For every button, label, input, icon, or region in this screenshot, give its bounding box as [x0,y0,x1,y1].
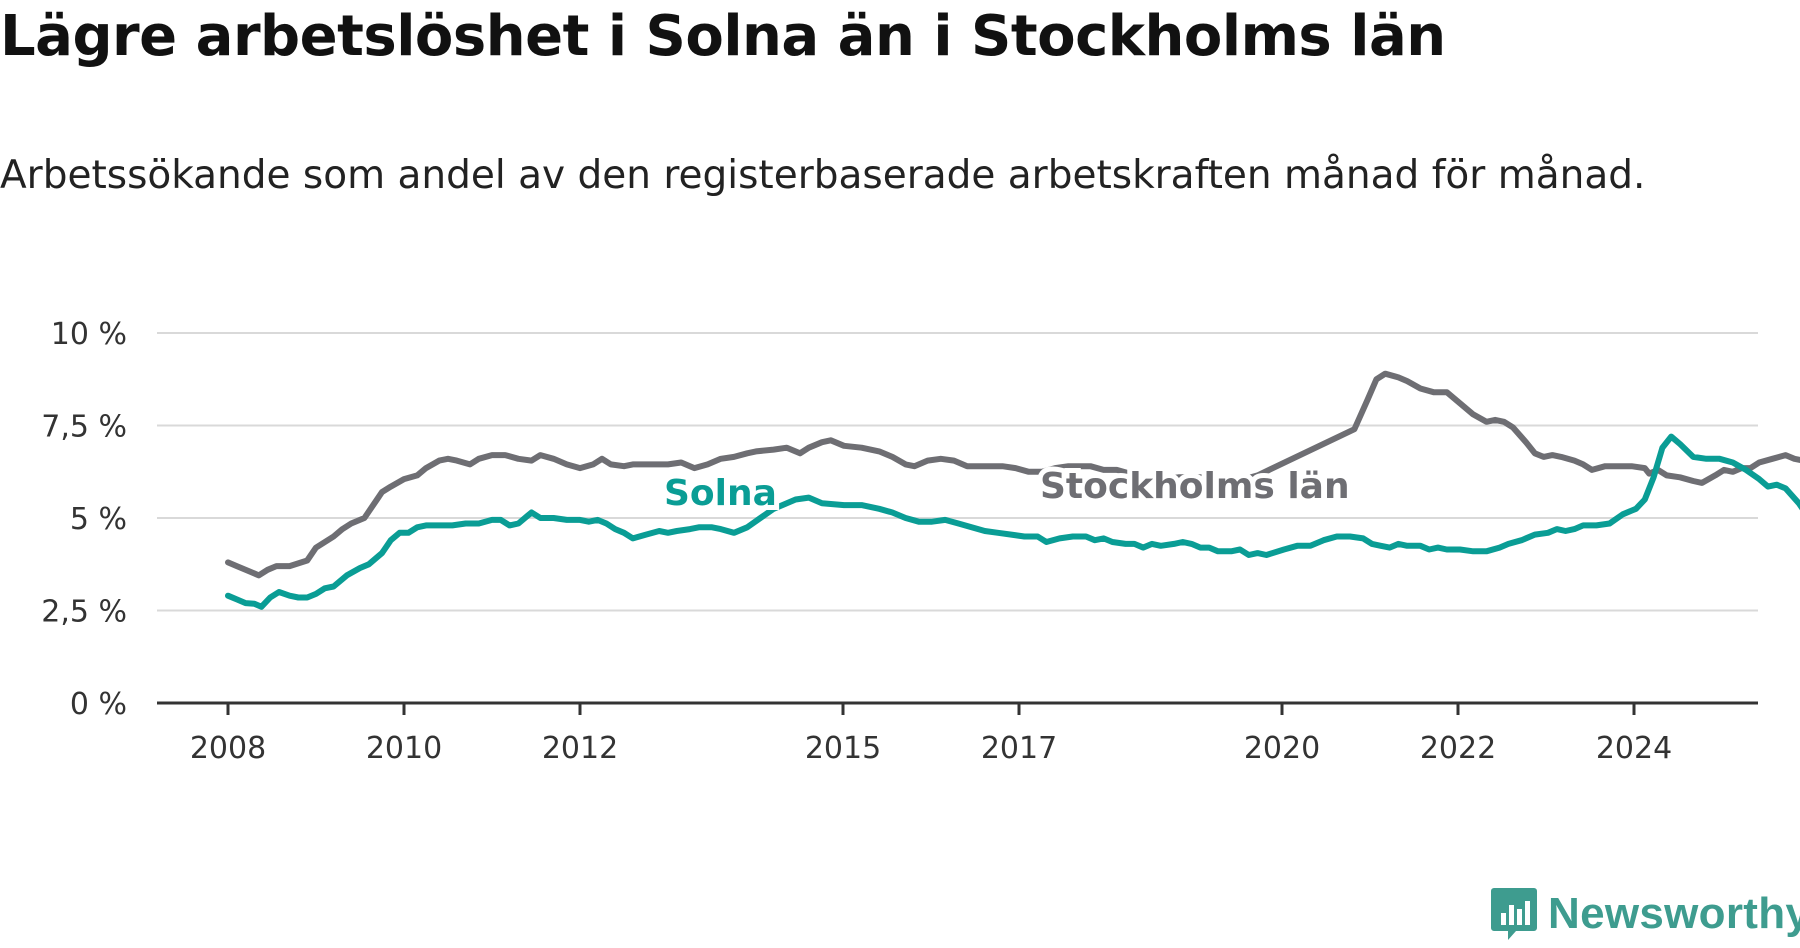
y-tick-label: 10 % [51,317,127,352]
y-axis-ticks: 0 % 2,5 % 5 % 7,5 % 10 % [41,317,127,722]
x-tick-label: 2022 [1420,731,1496,766]
chart-subtitle: Arbetssökande som andel av den registerb… [0,153,1646,198]
x-tick-label: 2015 [805,731,881,766]
chart-title: Lägre arbetslöshet i Solna än i Stockhol… [0,4,1446,69]
y-tick-label: 0 % [70,687,127,722]
x-tick-label: 2017 [981,731,1057,766]
solna-series-label: Solna [664,473,777,514]
x-tick-label: 2008 [190,731,266,766]
x-axis: 2008 2010 2012 2015 2017 2020 2022 2024 [157,701,1758,766]
bar-chart-badge-icon [1491,888,1537,940]
newsworthy-logo: Newsworthy [1490,886,1800,942]
solna-line [225,433,1800,610]
x-tick-label: 2010 [366,731,442,766]
x-tick-label: 2024 [1596,731,1672,766]
series-lines [225,370,1800,610]
y-tick-label: 7,5 % [41,410,127,445]
brand-name: Newsworthy [1548,889,1800,938]
x-tick-label: 2020 [1244,731,1320,766]
x-tick-label: 2012 [542,731,618,766]
gridlines [157,332,1758,612]
y-tick-label: 5 % [70,502,127,537]
stockholm-line [225,370,1800,579]
y-tick-label: 2,5 % [41,595,127,630]
stockholm-series-label: Stockholms län [1040,466,1350,507]
